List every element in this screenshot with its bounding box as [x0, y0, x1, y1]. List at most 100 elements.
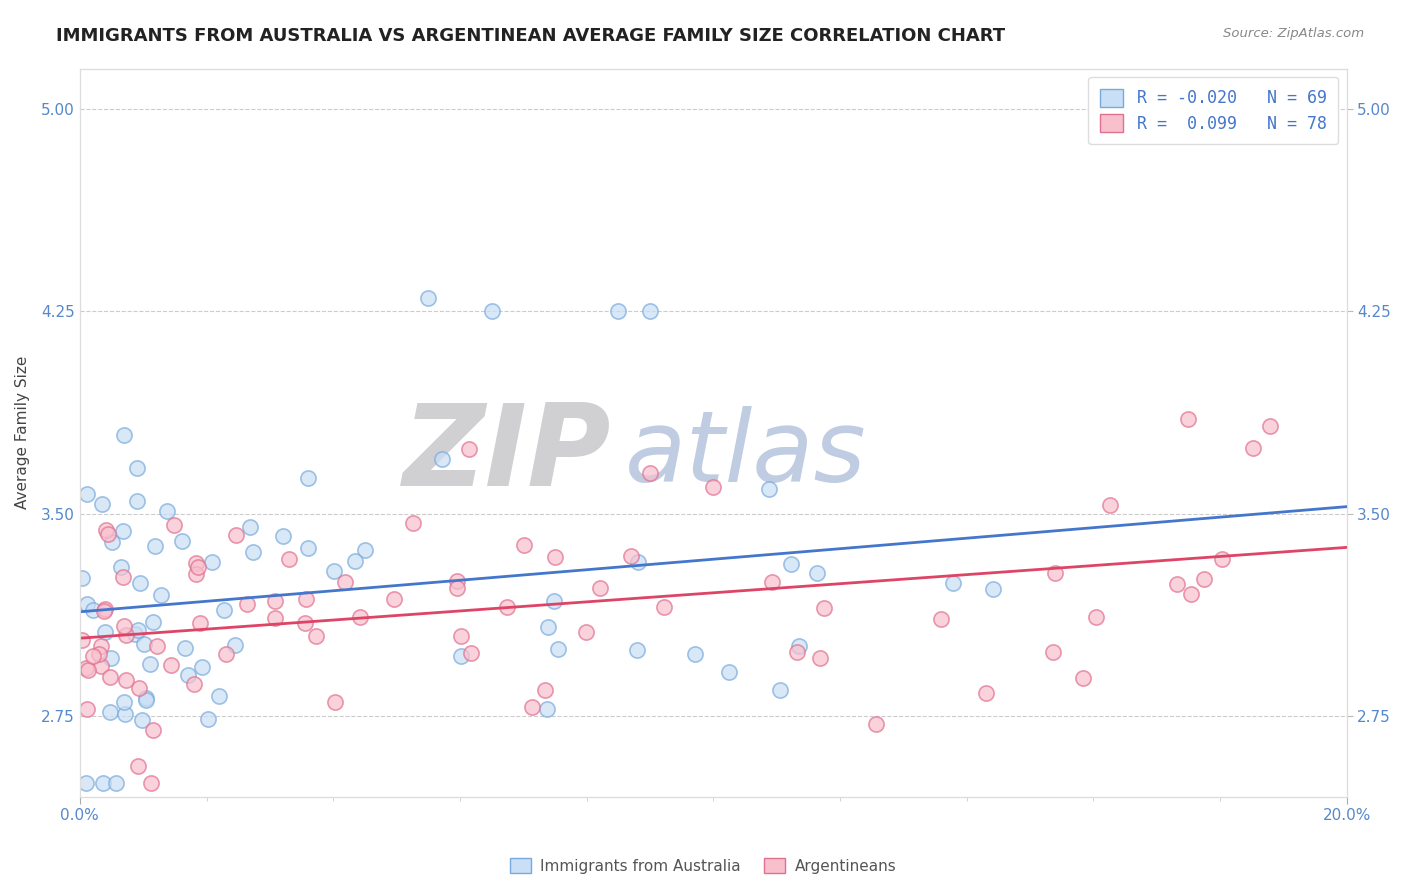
Point: [786, 645, 808, 659]
Point: [188, 615, 211, 630]
Point: [239, 519, 262, 533]
Point: [588, 581, 610, 595]
Point: [683, 647, 706, 661]
Point: [215, 647, 238, 661]
Point: [177, 667, 200, 681]
Point: [432, 451, 454, 466]
Point: [94, 602, 117, 616]
Point: [197, 712, 219, 726]
Point: [1042, 645, 1064, 659]
Point: [242, 545, 264, 559]
Point: [787, 639, 810, 653]
Point: [141, 776, 163, 790]
Point: [1071, 671, 1094, 685]
Point: [457, 442, 479, 456]
Point: [98, 705, 121, 719]
Point: [174, 640, 197, 655]
Point: [225, 528, 247, 542]
Point: [1045, 566, 1067, 581]
Point: [344, 553, 367, 567]
Point: [1177, 412, 1199, 426]
Point: [702, 479, 724, 493]
Point: [446, 574, 468, 588]
Point: [98, 670, 121, 684]
Point: [90, 659, 112, 673]
Point: [97, 526, 120, 541]
Y-axis label: Average Family Size: Average Family Size: [15, 356, 30, 509]
Point: [305, 629, 328, 643]
Point: [620, 549, 643, 563]
Point: [537, 619, 560, 633]
Point: [93, 605, 115, 619]
Point: [534, 682, 557, 697]
Point: [353, 542, 375, 557]
Point: [112, 619, 135, 633]
Point: [652, 600, 675, 615]
Point: [163, 517, 186, 532]
Legend: R = -0.020   N = 69, R =  0.099   N = 78: R = -0.020 N = 69, R = 0.099 N = 78: [1088, 77, 1339, 145]
Point: [627, 556, 650, 570]
Point: [76, 597, 98, 611]
Point: [90, 640, 112, 654]
Point: [382, 591, 405, 606]
Point: [145, 539, 167, 553]
Point: [536, 702, 558, 716]
Point: [76, 702, 98, 716]
Point: [626, 643, 648, 657]
Point: [127, 624, 149, 638]
Point: [297, 471, 319, 485]
Point: [125, 461, 148, 475]
Point: [146, 639, 169, 653]
Point: [70, 571, 93, 585]
Point: [160, 658, 183, 673]
Point: [183, 676, 205, 690]
Point: [460, 646, 482, 660]
Point: [769, 683, 792, 698]
Point: [942, 576, 965, 591]
Point: [402, 516, 425, 531]
Point: [76, 487, 98, 501]
Point: [139, 657, 162, 672]
Point: [135, 690, 157, 705]
Point: [110, 560, 132, 574]
Point: [131, 713, 153, 727]
Point: [323, 696, 346, 710]
Point: [127, 493, 149, 508]
Point: [82, 649, 104, 664]
Point: [94, 523, 117, 537]
Point: [87, 647, 110, 661]
Point: [1180, 587, 1202, 601]
Point: [135, 693, 157, 707]
Point: [77, 663, 100, 677]
Point: [543, 550, 565, 565]
Point: [607, 304, 630, 318]
Point: [263, 594, 285, 608]
Text: Source: ZipAtlas.com: Source: ZipAtlas.com: [1223, 27, 1364, 40]
Point: [149, 588, 172, 602]
Point: [127, 759, 149, 773]
Point: [981, 582, 1004, 596]
Point: [808, 651, 831, 665]
Point: [1211, 552, 1233, 566]
Point: [156, 503, 179, 517]
Point: [132, 637, 155, 651]
Point: [349, 609, 371, 624]
Point: [295, 591, 318, 606]
Legend: Immigrants from Australia, Argentineans: Immigrants from Australia, Argentineans: [503, 852, 903, 880]
Text: IMMIGRANTS FROM AUSTRALIA VS ARGENTINEAN AVERAGE FAMILY SIZE CORRELATION CHART: IMMIGRANTS FROM AUSTRALIA VS ARGENTINEAN…: [56, 27, 1005, 45]
Point: [235, 597, 257, 611]
Point: [335, 574, 357, 589]
Point: [104, 776, 127, 790]
Point: [1258, 419, 1281, 434]
Point: [75, 661, 97, 675]
Point: [124, 627, 146, 641]
Point: [547, 641, 569, 656]
Point: [638, 304, 661, 318]
Point: [450, 648, 472, 663]
Point: [271, 529, 294, 543]
Point: [90, 497, 112, 511]
Point: [761, 574, 783, 589]
Point: [128, 681, 150, 696]
Point: [931, 612, 953, 626]
Point: [418, 291, 440, 305]
